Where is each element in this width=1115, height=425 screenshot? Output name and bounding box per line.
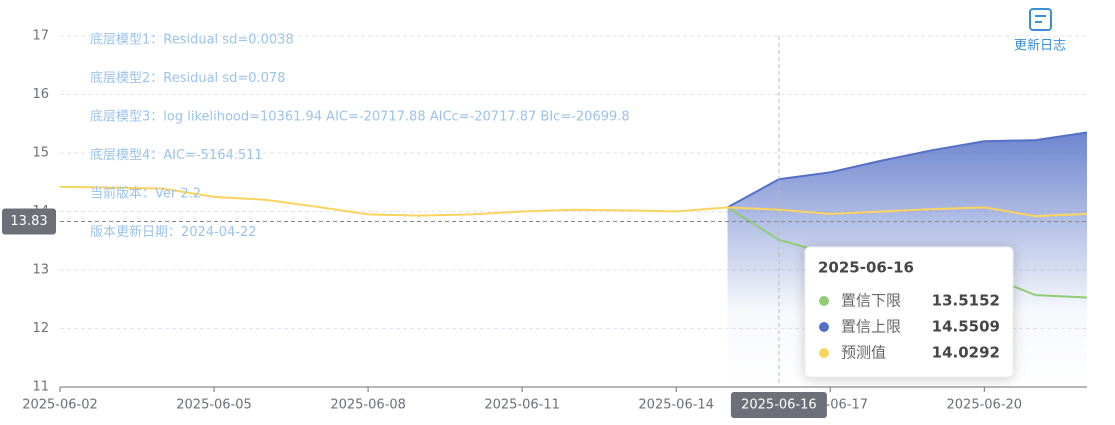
tooltip	[804, 246, 1014, 378]
tooltip-name: 置信上限	[841, 318, 901, 336]
series-line	[727, 131, 1088, 209]
y-tick-label: 11	[32, 380, 49, 395]
annotation: 当前版本：Ver 2.2	[90, 186, 201, 202]
x-tick-label: 2025-06-20	[947, 398, 1023, 413]
y-tick-label: 15	[32, 146, 49, 161]
annotation: 底层模型4：AIC=-5164.511	[90, 147, 263, 163]
series-line	[59, 185, 1088, 218]
tooltip-value: 14.5509	[932, 318, 1000, 336]
tooltip-title: 2025-06-16	[818, 259, 914, 277]
tooltip-value: 14.0292	[932, 344, 1000, 362]
crosshair-x-label: 2025-06-16	[741, 398, 817, 413]
y-tick-label: 13	[32, 263, 49, 278]
toolbar-button[interactable]: 更新日志	[1014, 8, 1066, 54]
y-tick-label: 16	[32, 87, 49, 102]
crosshair-y-badge	[2, 208, 56, 235]
toolbar-label: 更新日志	[1014, 38, 1066, 54]
annotation: 底层模型1：Residual sd=0.0038	[90, 32, 294, 48]
tooltip-marker	[819, 348, 829, 358]
annotation: 底层模型3：log likelihood=10361.94 AIC=-20717…	[90, 109, 630, 125]
toolbar-icon	[1029, 8, 1052, 31]
tooltip-name: 置信下限	[841, 292, 901, 310]
x-tick-label: 2025-06-02	[22, 398, 98, 413]
y-tick-label: 12	[32, 321, 49, 336]
tooltip-name: 预测值	[841, 344, 886, 362]
y-tick-label: 17	[32, 29, 49, 44]
x-tick-label: 2025-06-05	[176, 398, 252, 413]
tooltip-marker	[819, 322, 829, 332]
annotation: 版本更新日期：2024-04-22	[90, 224, 257, 240]
crosshair-y-label: 13.83	[10, 214, 47, 229]
tooltip-value: 13.5152	[932, 292, 1000, 310]
crosshair-x-badge	[730, 392, 827, 418]
annotation: 底层模型2：Residual sd=0.078	[90, 70, 285, 86]
x-tick-label: 2025-06-14	[638, 398, 714, 413]
x-tick-label: 2025-06-11	[484, 398, 560, 413]
tooltip-marker	[819, 296, 829, 306]
x-tick-label: 2025-06-08	[330, 398, 406, 413]
